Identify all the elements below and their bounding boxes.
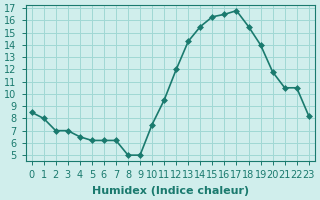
- X-axis label: Humidex (Indice chaleur): Humidex (Indice chaleur): [92, 186, 249, 196]
